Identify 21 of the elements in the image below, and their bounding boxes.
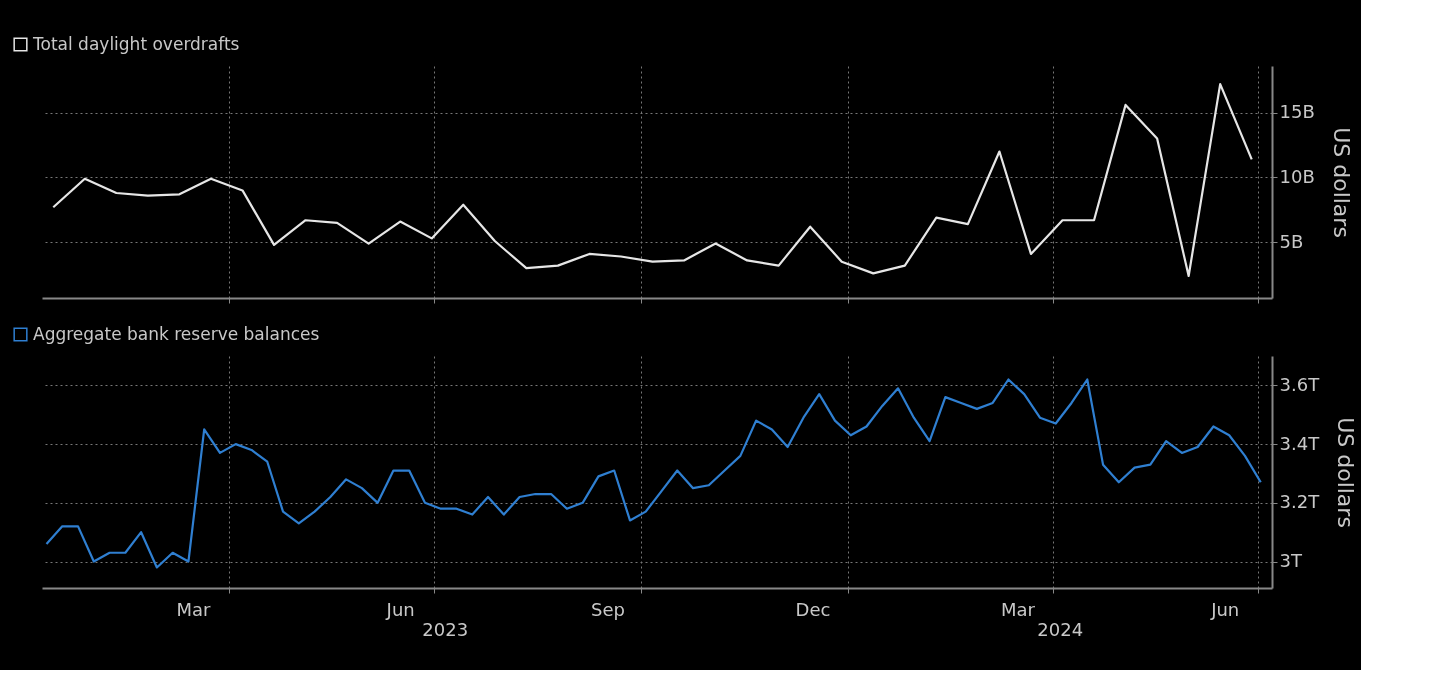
x-tick-label: Mar [1000, 598, 1036, 620]
legend-label: Aggregate bank reserve balances [33, 323, 320, 344]
legend-label: Total daylight overdrafts [32, 33, 240, 54]
y-tick-label: 3.2T [1279, 491, 1321, 513]
y-tick-label: 10B [1279, 165, 1315, 187]
y-tick-label: 3T [1279, 550, 1303, 572]
x-tick-label: Mar [176, 598, 212, 620]
y-axis-title: US dollars [1328, 127, 1354, 238]
line-series [52, 83, 1253, 278]
y-tick-label: 3.6T [1279, 373, 1321, 395]
x-tick-label: Jun [1210, 598, 1240, 620]
text: 2023 [422, 619, 469, 640]
y-tick-label: 5B [1279, 230, 1304, 252]
y-tick-label: 15B [1279, 101, 1315, 123]
x-tick-label: Jun [385, 598, 415, 620]
text: 2024 [1037, 619, 1084, 640]
y-tick-label: 3.4T [1279, 432, 1321, 454]
x-tick-label: Dec [795, 598, 831, 620]
y-axis-title: US dollars [1333, 417, 1359, 528]
line-series [45, 378, 1262, 569]
x-tick-label: Sep [590, 598, 625, 620]
